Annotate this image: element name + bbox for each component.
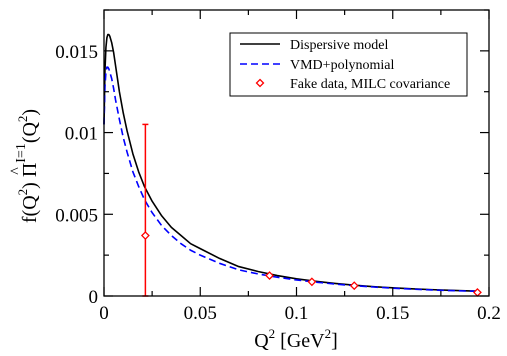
legend: Dispersive model VMD+polynomial Fake dat… — [229, 32, 468, 97]
legend-swatch-fake-data — [255, 78, 265, 88]
ticks-layer: 0 0.05 0.1 0.15 0.2 0 0.005 0.01 0.015 — [55, 9, 501, 324]
x-tick-label: 0.15 — [376, 303, 409, 324]
data-point — [265, 271, 274, 280]
x-tick-label: 0 — [99, 303, 109, 324]
y-tick-label: 0.005 — [55, 205, 98, 226]
data-point — [307, 277, 317, 287]
y-axis-title-hat: ^ — [8, 167, 25, 175]
x-axis-title: Q2 [GeV2] — [254, 326, 338, 352]
y-tick-label: 0 — [89, 287, 99, 308]
x-tick-label: 0.1 — [285, 303, 309, 324]
legend-label-fake-data: Fake data, MILC covariance — [290, 77, 450, 92]
data-point — [349, 281, 359, 291]
x-tick-label: 0.05 — [184, 303, 217, 324]
y-tick-label: 0.01 — [65, 124, 98, 145]
data-point — [473, 287, 482, 297]
data-point — [140, 231, 150, 240]
y-axis-title-pi: Π — [19, 163, 41, 177]
legend-label-dispersive: Dispersive model — [290, 38, 388, 53]
series-layer — [103, 33, 482, 297]
y-tick-label: 0.015 — [55, 42, 98, 63]
y-axis-title: f(Q2) ΠI=1(Q2) — [14, 109, 41, 223]
legend-label-vmd: VMD+polynomial — [290, 58, 394, 73]
x-tick-label: 0.2 — [477, 303, 501, 324]
series-line-vmd — [103, 66, 480, 293]
